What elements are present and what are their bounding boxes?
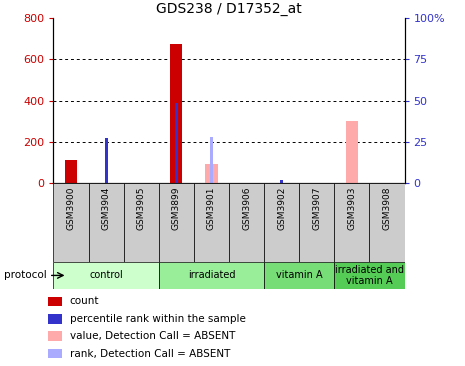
Text: GSM3906: GSM3906 [242,187,251,231]
Text: GSM3900: GSM3900 [66,187,75,231]
Bar [194,183,229,262]
Bar [299,183,334,262]
Bar [334,183,370,262]
Text: GSM3901: GSM3901 [207,187,216,231]
Bar [280,180,283,183]
Text: GSM3907: GSM3907 [312,187,321,231]
Bar [48,297,62,306]
Bar [124,183,159,262]
Bar [48,314,62,324]
Bar [206,164,218,183]
Text: GSM3904: GSM3904 [102,187,111,230]
Bar [65,160,77,183]
Text: rank, Detection Call = ABSENT: rank, Detection Call = ABSENT [70,349,230,359]
Bar [264,183,299,262]
Bar [53,262,159,289]
Bar [48,349,62,358]
Text: GSM3905: GSM3905 [137,187,146,231]
Text: count: count [70,296,100,306]
Bar [159,183,194,262]
Text: GSM3908: GSM3908 [383,187,392,231]
Text: irradiated and
vitamin A: irradiated and vitamin A [335,265,404,286]
Bar [346,121,358,183]
Text: GSM3902: GSM3902 [277,187,286,230]
Bar [105,138,108,183]
Title: GDS238 / D17352_at: GDS238 / D17352_at [156,2,302,16]
Bar [369,183,405,262]
Bar [88,183,124,262]
Text: percentile rank within the sample: percentile rank within the sample [70,314,246,324]
Bar [334,262,405,289]
Text: value, Detection Call = ABSENT: value, Detection Call = ABSENT [70,331,235,341]
Text: protocol: protocol [4,270,46,280]
Text: control: control [89,270,123,280]
Bar [159,262,264,289]
Bar [53,183,88,262]
Text: GSM3899: GSM3899 [172,187,181,231]
Bar [175,103,178,183]
Text: irradiated: irradiated [188,270,235,280]
Text: GSM3903: GSM3903 [347,187,356,231]
Bar [170,44,182,183]
Text: vitamin A: vitamin A [276,270,323,280]
Bar [210,137,213,183]
Bar [264,262,334,289]
Bar [48,332,62,341]
Bar [229,183,264,262]
